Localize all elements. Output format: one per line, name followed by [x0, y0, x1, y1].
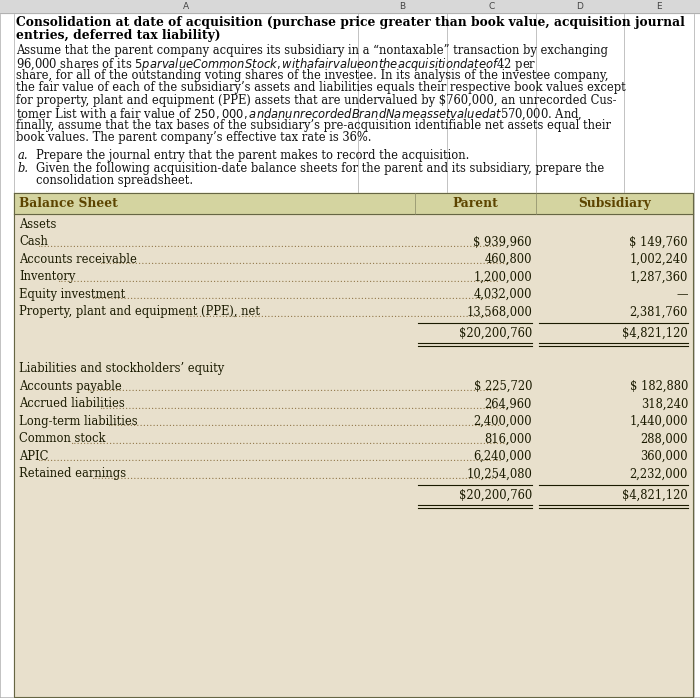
Text: Consolidation at date of acquisition (purchase price greater than book value, ac: Consolidation at date of acquisition (pu… — [16, 16, 685, 29]
Text: Assets: Assets — [19, 218, 57, 231]
Text: Inventory: Inventory — [19, 270, 76, 283]
Text: 2,381,760: 2,381,760 — [629, 306, 688, 318]
Text: $20,200,760: $20,200,760 — [458, 489, 532, 502]
Text: ................................................................................: ........................................… — [90, 292, 500, 301]
Text: Prepare the journal entry that the parent makes to record the acquisition.: Prepare the journal entry that the paren… — [36, 149, 470, 161]
Text: 360,000: 360,000 — [640, 450, 688, 463]
Text: Assume that the parent company acquires its subsidiary in a “nontaxable” transac: Assume that the parent company acquires … — [16, 44, 608, 57]
Text: $4,821,120: $4,821,120 — [622, 327, 688, 340]
Text: ................................................................................: ........................................… — [86, 384, 499, 393]
Text: tomer List with a fair value of $250,000, and an unrecorded Brand Name asset val: tomer List with a fair value of $250,000… — [16, 106, 582, 121]
Text: $ 182,880: $ 182,880 — [629, 380, 688, 393]
Text: for property, plant and equipment (PPE) assets that are undervalued by $760,000,: for property, plant and equipment (PPE) … — [16, 94, 617, 107]
Text: Subsidiary: Subsidiary — [578, 197, 651, 210]
Text: Balance Sheet: Balance Sheet — [19, 197, 118, 210]
Text: share, for all of the outstanding voting shares of the investee. In its analysis: share, for all of the outstanding voting… — [16, 69, 608, 82]
Text: $ 149,760: $ 149,760 — [629, 235, 688, 248]
Text: Retained earnings: Retained earnings — [19, 468, 126, 480]
Text: book values. The parent company’s effective tax rate is 36%.: book values. The parent company’s effect… — [16, 131, 372, 144]
Text: 2,400,000: 2,400,000 — [473, 415, 532, 428]
Text: finally, assume that the tax bases of the subsidiary’s pre-acquisition identifia: finally, assume that the tax bases of th… — [16, 119, 611, 132]
Text: 6,240,000: 6,240,000 — [473, 450, 532, 463]
Text: Cash: Cash — [19, 235, 48, 248]
Text: Equity investment: Equity investment — [19, 288, 125, 301]
Text: 10,254,080: 10,254,080 — [466, 468, 532, 480]
Text: ................................................................................: ........................................… — [90, 472, 497, 480]
Text: APIC: APIC — [19, 450, 48, 463]
Text: b.: b. — [18, 162, 29, 175]
Text: A: A — [183, 2, 189, 11]
Text: the fair value of each of the subsidiary’s assets and liabilities equals their r: the fair value of each of the subsidiary… — [16, 81, 626, 94]
Text: 1,440,000: 1,440,000 — [629, 415, 688, 428]
Text: 264,960: 264,960 — [484, 397, 532, 410]
Text: Common stock: Common stock — [19, 432, 106, 445]
Text: C: C — [489, 2, 495, 11]
Text: $ 225,720: $ 225,720 — [473, 380, 532, 393]
Text: a.: a. — [18, 149, 29, 161]
Text: ................................................................................: ........................................… — [70, 436, 508, 445]
Text: 318,240: 318,240 — [640, 397, 688, 410]
Text: 460,800: 460,800 — [484, 253, 532, 266]
Text: 13,568,000: 13,568,000 — [466, 306, 532, 318]
Text: D: D — [577, 2, 583, 11]
Text: 1,002,240: 1,002,240 — [629, 253, 688, 266]
Text: 96,000 shares of its $5 par value Common Stock, with a fair value on the acquisi: 96,000 shares of its $5 par value Common… — [16, 57, 536, 73]
Text: ................................................................................: ........................................… — [99, 257, 508, 266]
Text: entries, deferred tax liability): entries, deferred tax liability) — [16, 29, 220, 43]
Text: Liabilities and stockholders’ equity: Liabilities and stockholders’ equity — [19, 362, 224, 376]
Text: Accrued liabilities: Accrued liabilities — [19, 397, 125, 410]
Text: Accounts payable: Accounts payable — [19, 380, 122, 393]
Text: 288,000: 288,000 — [640, 432, 688, 445]
Text: ................................................................................: ........................................… — [36, 454, 501, 463]
Text: 816,000: 816,000 — [484, 432, 532, 445]
Text: B: B — [400, 2, 405, 11]
Text: Parent: Parent — [453, 197, 498, 210]
Text: E: E — [656, 2, 662, 11]
Text: $20,200,760: $20,200,760 — [458, 327, 532, 340]
Text: 1,200,000: 1,200,000 — [473, 270, 532, 283]
Text: $ 939,960: $ 939,960 — [473, 235, 532, 248]
Text: ................................................................................: ........................................… — [57, 274, 499, 283]
Text: Accounts receivable: Accounts receivable — [19, 253, 137, 266]
Text: Long-term liabilities: Long-term liabilities — [19, 415, 138, 428]
Text: 1,287,360: 1,287,360 — [629, 270, 688, 283]
Text: ................................................................................: ........................................… — [186, 309, 491, 318]
Text: 2,232,000: 2,232,000 — [629, 468, 688, 480]
Text: consolidation spreadsheet.: consolidation spreadsheet. — [36, 174, 193, 188]
Text: 4,032,000: 4,032,000 — [473, 288, 532, 301]
Text: ................................................................................: ........................................… — [107, 419, 500, 428]
Text: Given the following acquisition-date balance sheets for the parent and its subsi: Given the following acquisition-date bal… — [36, 162, 604, 175]
Text: $4,821,120: $4,821,120 — [622, 489, 688, 502]
Text: ................................................................................: ........................................… — [99, 401, 508, 410]
Text: ................................................................................: ........................................… — [36, 239, 501, 248]
Text: —: — — [676, 288, 688, 301]
Text: Property, plant and equipment (PPE), net: Property, plant and equipment (PPE), net — [19, 306, 260, 318]
